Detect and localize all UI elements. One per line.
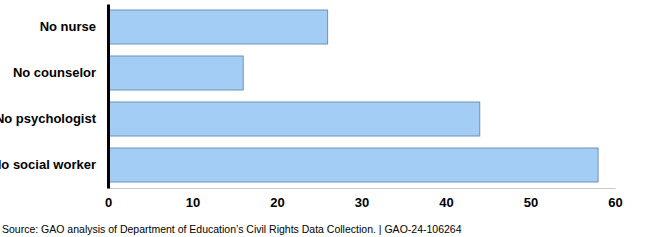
chart: 0 10 20 30 40 50 60 No nurse No counselor No psyc…: [0, 0, 650, 237]
x-tick-label: 60: [608, 195, 622, 210]
y-tick: No social worker: [0, 157, 108, 172]
y-tick-label: No nurse: [40, 19, 96, 34]
x-axis: 0 10 20 30 40 50 60: [105, 188, 623, 210]
y-tick-label: No counselor: [13, 65, 96, 80]
x-tick: 60: [608, 188, 622, 210]
x-tick: 0: [105, 188, 112, 210]
y-tick: No nurse: [40, 19, 108, 34]
bar: [108, 148, 598, 182]
bar: [108, 10, 328, 44]
y-tick-label: No social worker: [0, 157, 96, 172]
x-tick-label: 50: [524, 195, 538, 210]
y-tick: No counselor: [13, 65, 108, 80]
bars: [108, 10, 598, 182]
bar: [108, 56, 243, 90]
y-axis: No nurse No counselor No psychologist No so…: [0, 5, 109, 189]
y-tick: No psychologist: [0, 111, 108, 126]
x-tick-label: 0: [105, 195, 112, 210]
plot: 0 10 20 30 40 50 60 No nurse No counselor No psyc…: [0, 5, 623, 211]
x-tick-label: 10: [186, 195, 200, 210]
x-tick: 20: [270, 188, 284, 210]
x-axis-line: [109, 188, 616, 189]
x-tick: 50: [524, 188, 538, 210]
y-tick-label: No psychologist: [0, 111, 97, 126]
x-tick: 10: [186, 188, 200, 210]
x-tick: 30: [355, 188, 369, 210]
y-axis-line: [107, 5, 110, 189]
x-tick-label: 20: [270, 195, 284, 210]
x-tick-label: 40: [439, 195, 453, 210]
x-tick: 40: [439, 188, 453, 210]
x-tick-label: 30: [355, 195, 369, 210]
source-note: Source: GAO analysis of Department of Ed…: [2, 223, 462, 235]
bar: [108, 102, 480, 136]
